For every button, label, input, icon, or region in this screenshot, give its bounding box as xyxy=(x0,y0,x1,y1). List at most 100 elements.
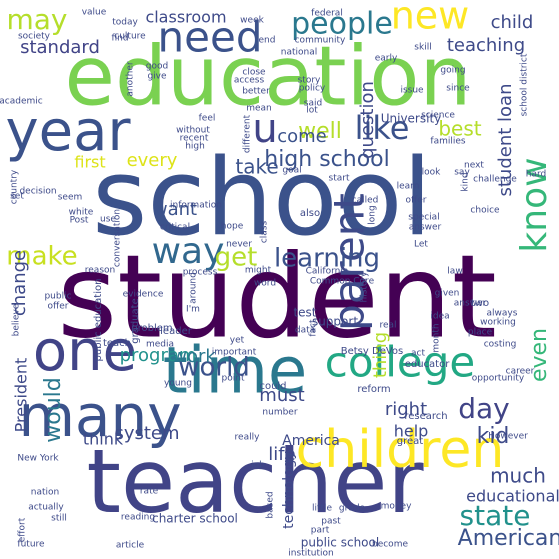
word-system: system xyxy=(114,423,179,444)
word-offer: offer xyxy=(48,302,69,312)
word-kind: kind xyxy=(461,172,471,191)
word-educational: educational xyxy=(466,487,559,506)
word-feel: feel xyxy=(199,114,216,124)
word-culture: culture xyxy=(114,32,146,42)
word-learn: learn xyxy=(397,182,420,192)
word-become: become xyxy=(372,540,408,550)
word-families: families xyxy=(430,137,465,147)
word-recent: recent xyxy=(180,134,209,144)
word-fact: fact xyxy=(309,319,319,337)
word-think: think xyxy=(83,430,124,449)
word-school: school xyxy=(92,136,432,259)
word-learning: learning xyxy=(274,244,380,274)
word-young: young xyxy=(164,379,192,389)
word-nation: nation xyxy=(31,488,59,498)
word-country: country xyxy=(10,169,20,204)
word-program: program xyxy=(120,345,197,366)
word-institution: institution xyxy=(288,549,333,559)
word-say: say xyxy=(454,168,470,178)
word-president: President xyxy=(12,358,31,433)
word-law: law xyxy=(447,267,462,277)
word-much: much xyxy=(490,464,546,488)
word-reform: reform xyxy=(357,384,390,395)
word-believe: believe xyxy=(12,303,22,336)
word-called: called xyxy=(352,196,379,206)
word-close: close xyxy=(242,68,266,78)
word-year: year xyxy=(6,99,132,164)
word-time: time xyxy=(163,335,308,409)
word-critical: critical xyxy=(160,223,190,233)
word-school-district: school district xyxy=(520,53,530,116)
word-evidence: evidence xyxy=(123,290,164,300)
word-future: future xyxy=(17,540,45,550)
word-working: working xyxy=(480,318,516,328)
word-might: might xyxy=(245,266,272,276)
word-media: media xyxy=(146,340,174,350)
word-help: help xyxy=(394,422,429,441)
word-every: every xyxy=(127,150,178,171)
word-kid: kid xyxy=(477,424,510,449)
word-around: around xyxy=(189,272,199,304)
word-given: given xyxy=(435,289,460,299)
word-policy: policy xyxy=(299,84,326,94)
word-job: job xyxy=(250,461,265,471)
word-teaching: teaching xyxy=(447,35,525,56)
word-look: look xyxy=(422,168,442,178)
word-however: However xyxy=(488,432,528,442)
word-need: need xyxy=(158,13,263,62)
word-important: important xyxy=(212,348,257,358)
word-research: research xyxy=(404,411,447,422)
word-america: America xyxy=(282,433,340,449)
word-today: today xyxy=(112,18,138,28)
word-always: always xyxy=(487,309,518,319)
word-parent: parent xyxy=(325,193,374,331)
word-come: come xyxy=(277,126,327,147)
word-information: information xyxy=(170,201,222,211)
word-also: also xyxy=(300,208,320,219)
word-data: data xyxy=(295,326,315,336)
word-career: career xyxy=(506,367,535,377)
word-teach: teach xyxy=(103,338,131,349)
word-goal: goal xyxy=(282,166,301,176)
word-better: better xyxy=(242,87,270,97)
word-effort: effort xyxy=(18,517,28,542)
word-long: long xyxy=(368,205,378,224)
word-would: would xyxy=(41,377,66,442)
word-offer: offer xyxy=(406,196,427,206)
word-idea: idea xyxy=(430,312,449,322)
word-answer: answer xyxy=(409,223,442,233)
word-white: white xyxy=(69,208,94,218)
word-new: new xyxy=(391,0,470,38)
word-classroom: classroom xyxy=(145,8,226,27)
word-u: u xyxy=(252,106,277,152)
word-technology: technology xyxy=(281,451,297,529)
word-may: may xyxy=(6,3,67,36)
word-use: use xyxy=(100,215,116,225)
word-children: children xyxy=(296,420,505,480)
word-since: since xyxy=(446,84,470,94)
word-public-education: public education xyxy=(93,279,104,362)
word-hard: hard xyxy=(526,170,546,180)
word-part: part xyxy=(311,526,330,536)
word-thing: thing xyxy=(370,332,391,378)
word-test: test xyxy=(293,306,316,320)
word-even: even xyxy=(527,328,552,382)
word-issue: issue xyxy=(400,86,424,96)
word-standard: standard xyxy=(20,37,100,58)
word-history: history xyxy=(360,271,370,303)
word-number: number xyxy=(262,408,297,418)
word-charter-school: charter school xyxy=(152,512,238,526)
word-next: next xyxy=(464,161,484,171)
word-high: high xyxy=(185,142,205,152)
word-graduate: graduate xyxy=(130,298,141,343)
word-conversation: conversation xyxy=(113,209,123,267)
word-i-m: I'm xyxy=(186,305,200,315)
word-said: said xyxy=(304,99,322,109)
word-federal: federal xyxy=(311,9,343,19)
word-real: real xyxy=(379,321,396,331)
word-betsy-devos: Betsy DeVos xyxy=(341,346,404,357)
word-student-loan: student loan xyxy=(495,84,516,197)
word-child: child xyxy=(491,12,534,33)
word-right: right xyxy=(385,399,427,420)
